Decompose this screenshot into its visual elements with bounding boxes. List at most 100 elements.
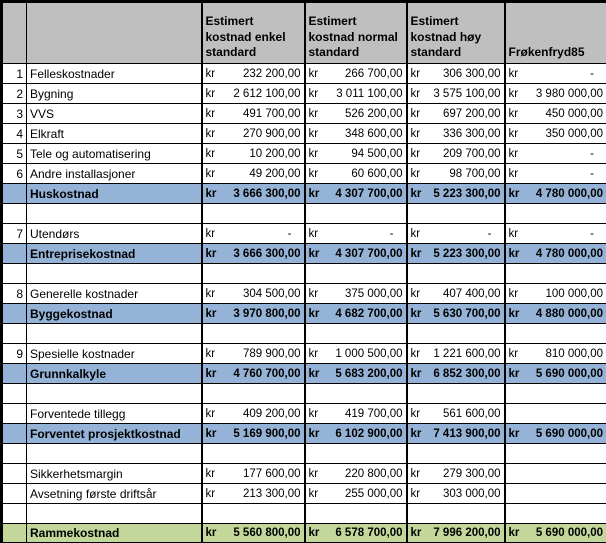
row-label-cell[interactable]	[26, 503, 202, 524]
value-cell-r6-c1[interactable]: kr 49 200,00	[200, 163, 305, 184]
row-number-cell[interactable]	[1, 243, 27, 264]
value-cell-r9-c3[interactable]: kr -	[405, 223, 505, 244]
row-label-cell[interactable]: Bygning	[26, 83, 202, 104]
value-cell-r16-c2[interactable]: kr 5 683 200,00	[303, 363, 407, 384]
row-label-cell[interactable]: Sikkerhetsmargin	[26, 463, 202, 484]
value-cell-r15-c4[interactable]: kr 810 000,00	[503, 343, 606, 364]
value-cell-r10-c3[interactable]: kr 5 223 300,00	[405, 243, 505, 264]
value-cell-r5-c1[interactable]: kr 10 200,00	[200, 143, 305, 164]
value-cell-r23-c2[interactable]	[303, 503, 407, 524]
value-cell-r10-c4[interactable]: kr 4 780 000,00	[503, 243, 606, 264]
row-label-cell[interactable]: Forventede tillegg	[26, 403, 202, 424]
value-cell-r6-c4[interactable]: kr -	[503, 163, 606, 184]
row-label-cell[interactable]: VVS	[26, 103, 202, 124]
value-cell-r11-c3[interactable]	[405, 263, 505, 284]
row-label-cell[interactable]: Huskostnad	[26, 183, 202, 204]
value-cell-r21-c2[interactable]: kr 220 800,00	[303, 463, 407, 484]
value-cell-r20-c3[interactable]	[405, 443, 505, 464]
value-cell-r13-c1[interactable]: kr 3 970 800,00	[200, 303, 305, 324]
value-cell-r21-c3[interactable]: kr 279 300,00	[405, 463, 505, 484]
value-cell-r20-c4[interactable]	[503, 443, 606, 464]
value-cell-r3-c4[interactable]: kr 450 000,00	[503, 103, 606, 124]
value-cell-r12-c4[interactable]: kr 100 000,00	[503, 283, 606, 304]
value-cell-r7-c4[interactable]: kr 4 780 000,00	[503, 183, 606, 204]
row-number-cell[interactable]: 2	[1, 83, 27, 104]
value-cell-r3-c2[interactable]: kr 526 200,00	[303, 103, 407, 124]
value-cell-r22-c4[interactable]	[503, 483, 606, 504]
value-cell-r8-c4[interactable]	[503, 203, 606, 224]
row-label-cell[interactable]: Andre installasjoner	[26, 163, 202, 184]
value-cell-r15-c2[interactable]: kr 1 000 500,00	[303, 343, 407, 364]
row-label-cell[interactable]	[26, 263, 202, 284]
value-cell-r2-c4[interactable]: kr 3 980 000,00	[503, 83, 606, 104]
row-number-cell[interactable]: 5	[1, 143, 27, 164]
value-cell-r14-c2[interactable]	[303, 323, 407, 344]
value-cell-r13-c3[interactable]: kr 5 630 700,00	[405, 303, 505, 324]
row-number-cell[interactable]	[1, 263, 27, 284]
value-cell-r23-c4[interactable]	[503, 503, 606, 524]
value-cell-r9-c4[interactable]: kr -	[503, 223, 606, 244]
value-cell-r2-c3[interactable]: kr 3 575 100,00	[405, 83, 505, 104]
value-cell-r13-c4[interactable]: kr 4 880 000,00	[503, 303, 606, 324]
row-label-cell[interactable]: Byggekostnad	[26, 303, 202, 324]
value-cell-r17-c1[interactable]	[200, 383, 305, 404]
row-number-cell[interactable]	[1, 463, 27, 484]
row-label-cell[interactable]: Grunnkalkyle	[26, 363, 202, 384]
value-cell-r12-c1[interactable]: kr 304 500,00	[200, 283, 305, 304]
row-number-cell[interactable]	[1, 303, 27, 324]
value-cell-r18-c4[interactable]	[503, 403, 606, 424]
row-number-cell[interactable]: 3	[1, 103, 27, 124]
value-cell-r15-c3[interactable]: kr 1 221 600,00	[405, 343, 505, 364]
value-cell-r9-c1[interactable]: kr -	[200, 223, 305, 244]
value-cell-r18-c1[interactable]: kr 409 200,00	[200, 403, 305, 424]
value-cell-r1-c4[interactable]: kr -	[503, 63, 606, 84]
value-cell-r16-c3[interactable]: kr 6 852 300,00	[405, 363, 505, 384]
value-cell-r11-c4[interactable]	[503, 263, 606, 284]
value-cell-r1-c2[interactable]: kr 266 700,00	[303, 63, 407, 84]
value-cell-r16-c4[interactable]: kr 5 690 000,00	[503, 363, 606, 384]
row-label-cell[interactable]	[26, 443, 202, 464]
row-number-cell[interactable]	[1, 323, 27, 344]
value-cell-r8-c2[interactable]	[303, 203, 407, 224]
row-label-cell[interactable]: Elkraft	[26, 123, 202, 144]
row-number-cell[interactable]: 1	[1, 63, 27, 84]
value-cell-r22-c3[interactable]: kr 303 000,00	[405, 483, 505, 504]
value-cell-r8-c3[interactable]	[405, 203, 505, 224]
row-label-cell[interactable]	[26, 323, 202, 344]
row-number-cell[interactable]	[1, 363, 27, 384]
value-cell-r1-c3[interactable]: kr 306 300,00	[405, 63, 505, 84]
row-number-cell[interactable]: 6	[1, 163, 27, 184]
value-cell-r22-c1[interactable]: kr 213 300,00	[200, 483, 305, 504]
value-cell-r8-c1[interactable]	[200, 203, 305, 224]
row-number-cell[interactable]	[1, 383, 27, 404]
row-number-cell[interactable]	[1, 183, 27, 204]
header-cell-row-number[interactable]	[1, 1, 27, 64]
value-cell-r18-c3[interactable]: kr 561 600,00	[405, 403, 505, 424]
row-number-cell[interactable]: 9	[1, 343, 27, 364]
value-cell-r21-c1[interactable]: kr 177 600,00	[200, 463, 305, 484]
header-cell-hoy-standard[interactable]: Estimert kostnad høy standard	[405, 1, 505, 64]
value-cell-r4-c1[interactable]: kr 270 900,00	[200, 123, 305, 144]
value-cell-r21-c4[interactable]	[503, 463, 606, 484]
row-label-cell[interactable]	[26, 383, 202, 404]
value-cell-r13-c2[interactable]: kr 4 682 700,00	[303, 303, 407, 324]
header-cell-item[interactable]	[26, 1, 202, 64]
row-number-cell[interactable]	[1, 523, 27, 543]
value-cell-r5-c3[interactable]: kr 209 700,00	[405, 143, 505, 164]
row-number-cell[interactable]	[1, 443, 27, 464]
value-cell-r24-c4[interactable]: kr 5 690 000,00	[503, 523, 606, 543]
value-cell-r24-c2[interactable]: kr 6 578 700,00	[303, 523, 407, 543]
row-number-cell[interactable]	[1, 403, 27, 424]
row-label-cell[interactable]: Spesielle kostnader	[26, 343, 202, 364]
value-cell-r24-c3[interactable]: kr 7 996 200,00	[405, 523, 505, 543]
value-cell-r17-c2[interactable]	[303, 383, 407, 404]
row-label-cell[interactable]: Generelle kostnader	[26, 283, 202, 304]
value-cell-r17-c3[interactable]	[405, 383, 505, 404]
value-cell-r12-c2[interactable]: kr 375 000,00	[303, 283, 407, 304]
value-cell-r3-c1[interactable]: kr 491 700,00	[200, 103, 305, 124]
value-cell-r11-c2[interactable]	[303, 263, 407, 284]
row-number-cell[interactable]	[1, 483, 27, 504]
value-cell-r9-c2[interactable]: kr -	[303, 223, 407, 244]
value-cell-r1-c1[interactable]: kr 232 200,00	[200, 63, 305, 84]
value-cell-r19-c1[interactable]: kr 5 169 900,00	[200, 423, 305, 444]
